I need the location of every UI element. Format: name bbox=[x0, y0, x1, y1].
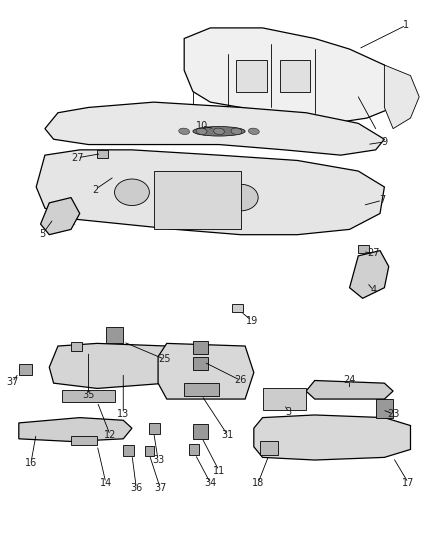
Bar bbox=[149, 423, 160, 433]
Text: 37: 37 bbox=[154, 483, 166, 493]
Polygon shape bbox=[154, 171, 241, 229]
Text: 35: 35 bbox=[82, 390, 95, 400]
Polygon shape bbox=[158, 343, 254, 399]
Polygon shape bbox=[254, 415, 410, 460]
Bar bbox=[188, 444, 199, 455]
Text: 5: 5 bbox=[39, 229, 46, 239]
Text: 26: 26 bbox=[235, 375, 247, 385]
Text: 33: 33 bbox=[152, 455, 164, 465]
Bar bbox=[260, 441, 278, 455]
Bar bbox=[123, 445, 134, 456]
Text: 9: 9 bbox=[381, 137, 388, 147]
Ellipse shape bbox=[179, 128, 190, 134]
Ellipse shape bbox=[231, 128, 242, 134]
Polygon shape bbox=[49, 343, 176, 389]
Bar bbox=[193, 341, 208, 354]
Polygon shape bbox=[385, 65, 419, 128]
Bar bbox=[71, 435, 97, 445]
Bar bbox=[184, 383, 219, 397]
Text: 11: 11 bbox=[213, 466, 225, 475]
Polygon shape bbox=[41, 198, 80, 235]
Text: 36: 36 bbox=[130, 483, 142, 493]
Polygon shape bbox=[306, 381, 393, 399]
Text: 1: 1 bbox=[403, 20, 409, 30]
Text: 17: 17 bbox=[402, 478, 414, 488]
Bar bbox=[106, 327, 123, 343]
Bar bbox=[280, 60, 311, 92]
Text: 27: 27 bbox=[71, 153, 84, 163]
Polygon shape bbox=[19, 418, 132, 441]
Polygon shape bbox=[45, 102, 385, 155]
Bar bbox=[232, 304, 243, 312]
Text: 27: 27 bbox=[367, 248, 380, 259]
Text: 10: 10 bbox=[195, 121, 208, 131]
Text: 12: 12 bbox=[104, 430, 117, 440]
Bar bbox=[193, 424, 208, 439]
Text: 7: 7 bbox=[379, 195, 385, 205]
Bar bbox=[358, 245, 369, 253]
Polygon shape bbox=[36, 150, 385, 235]
Ellipse shape bbox=[193, 126, 245, 136]
Bar bbox=[193, 357, 208, 370]
Text: 16: 16 bbox=[25, 458, 37, 467]
Bar bbox=[237, 60, 267, 92]
Text: 19: 19 bbox=[246, 316, 258, 326]
Ellipse shape bbox=[196, 128, 207, 134]
Ellipse shape bbox=[248, 128, 259, 134]
Text: 3: 3 bbox=[286, 407, 292, 417]
Text: 31: 31 bbox=[222, 430, 234, 440]
Text: 34: 34 bbox=[204, 478, 216, 488]
Bar bbox=[71, 342, 82, 351]
Text: 37: 37 bbox=[6, 377, 18, 387]
Text: 4: 4 bbox=[371, 285, 377, 295]
Bar bbox=[376, 399, 393, 418]
Bar bbox=[62, 390, 115, 402]
Bar bbox=[145, 446, 154, 456]
Text: 24: 24 bbox=[343, 375, 356, 385]
Text: 18: 18 bbox=[252, 478, 264, 488]
Ellipse shape bbox=[214, 128, 224, 134]
Polygon shape bbox=[350, 251, 389, 298]
Text: 14: 14 bbox=[100, 478, 112, 488]
Text: 23: 23 bbox=[387, 409, 399, 419]
Bar bbox=[262, 389, 306, 410]
Bar bbox=[97, 150, 108, 158]
Text: 25: 25 bbox=[159, 354, 171, 364]
Polygon shape bbox=[184, 28, 402, 123]
Text: 13: 13 bbox=[117, 409, 129, 419]
Text: 2: 2 bbox=[92, 184, 98, 195]
Ellipse shape bbox=[223, 184, 258, 211]
Ellipse shape bbox=[115, 179, 149, 206]
Bar bbox=[19, 364, 32, 375]
